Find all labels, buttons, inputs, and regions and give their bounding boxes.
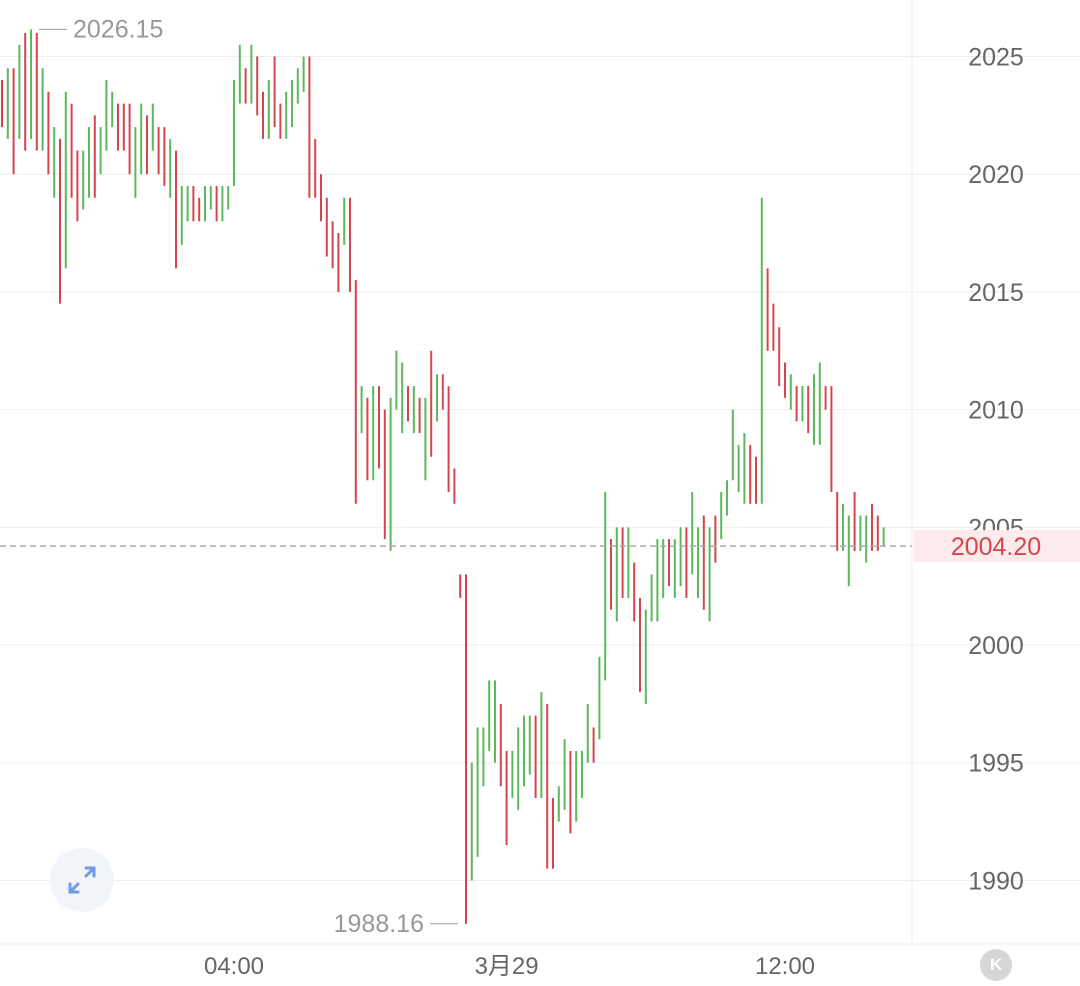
y-tick-label: 2000: [968, 632, 1024, 660]
k-line-button[interactable]: K: [980, 949, 1012, 981]
y-tick-label: 2015: [968, 279, 1024, 307]
expand-fullscreen-button[interactable]: [50, 848, 114, 912]
y-tick-label: 2025: [968, 43, 1024, 71]
y-tick-label: 2020: [968, 161, 1024, 189]
expand-arrows-icon: [68, 866, 96, 894]
x-tick-label: 3月29: [475, 953, 539, 980]
current-price-badge: [914, 530, 1080, 563]
max-price-label: 2026.15: [73, 15, 163, 43]
x-tick-label: 04:00: [204, 953, 264, 980]
min-price-label: 1988.16: [334, 910, 424, 938]
current-price-label: 2004.20: [951, 533, 1041, 561]
y-tick-label: 1995: [968, 750, 1024, 778]
y-tick-label: 1990: [968, 867, 1024, 895]
x-tick-label: 12:00: [755, 953, 815, 980]
y-tick-label: 2010: [968, 397, 1024, 425]
